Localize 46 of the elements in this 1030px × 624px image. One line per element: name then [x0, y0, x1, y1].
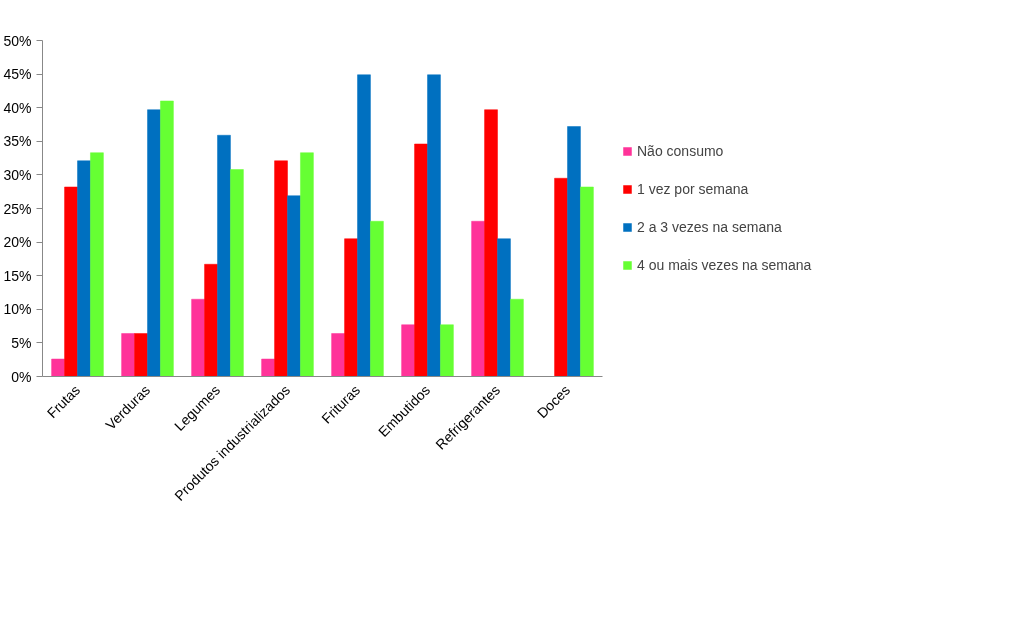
bar	[370, 221, 384, 377]
bar	[90, 152, 104, 377]
bar	[344, 238, 358, 377]
bar	[580, 186, 594, 377]
bar	[427, 74, 441, 377]
bar	[300, 152, 314, 377]
bar	[497, 238, 511, 377]
bar	[77, 160, 91, 377]
y-tick-label: 30%	[3, 166, 32, 183]
y-tick-label: 0%	[11, 368, 32, 385]
bar	[261, 358, 275, 377]
y-tick-label: 35%	[3, 133, 32, 150]
bar	[331, 333, 345, 377]
y-tick-label: 45%	[3, 66, 32, 83]
y-tick-label: 5%	[11, 334, 32, 351]
bar	[510, 298, 524, 377]
y-tick-label: 25%	[3, 200, 32, 217]
bar	[134, 333, 148, 377]
bar	[357, 74, 371, 377]
legend-label: 2 a 3 vezes na semana	[637, 219, 782, 235]
bar	[274, 160, 288, 377]
bar	[484, 109, 498, 377]
bar	[471, 221, 485, 377]
bar	[51, 358, 65, 377]
y-tick-label: 10%	[3, 301, 32, 318]
legend-label: 4 ou mais vezes na semana	[637, 257, 812, 273]
bar	[217, 135, 231, 377]
bar	[567, 126, 581, 377]
bar	[414, 143, 428, 377]
legend-label: Não consumo	[637, 143, 724, 159]
y-tick-label: 50%	[3, 32, 32, 49]
y-tick-label: 40%	[3, 99, 32, 116]
bar	[230, 169, 244, 377]
bar	[401, 324, 415, 377]
legend-label: 1 vez por semana	[637, 181, 749, 197]
y-tick-label: 20%	[3, 234, 32, 251]
bar	[440, 324, 454, 377]
y-tick-label: 15%	[3, 267, 32, 284]
bar	[147, 109, 161, 377]
bar	[64, 186, 78, 377]
bar	[554, 178, 568, 377]
bar	[191, 298, 205, 377]
bar	[287, 195, 301, 377]
bar	[160, 100, 174, 377]
bar	[121, 333, 135, 377]
bar	[204, 264, 218, 377]
